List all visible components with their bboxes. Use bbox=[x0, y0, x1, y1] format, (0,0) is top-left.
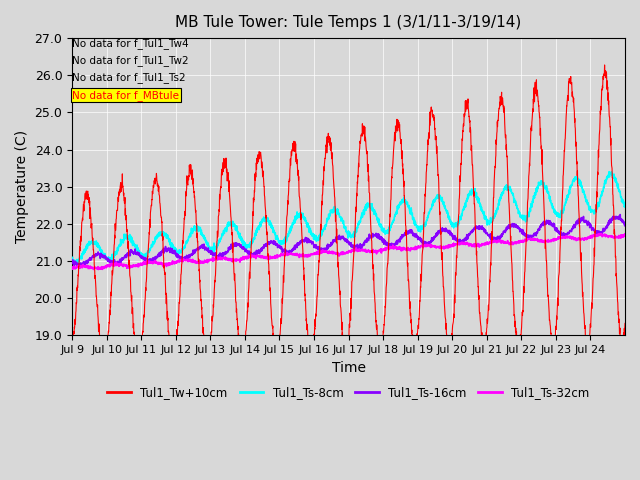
Text: No data for f_MBtule: No data for f_MBtule bbox=[72, 90, 179, 101]
Text: No data for f_Tul1_Tw4: No data for f_Tul1_Tw4 bbox=[72, 38, 189, 49]
Text: No data for f_Tul1_Ts2: No data for f_Tul1_Ts2 bbox=[72, 72, 186, 84]
Title: MB Tule Tower: Tule Temps 1 (3/1/11-3/19/14): MB Tule Tower: Tule Temps 1 (3/1/11-3/19… bbox=[175, 15, 522, 30]
X-axis label: Time: Time bbox=[332, 360, 365, 374]
Text: No data for f_Tul1_Tw2: No data for f_Tul1_Tw2 bbox=[72, 55, 189, 66]
Legend: Tul1_Tw+10cm, Tul1_Ts-8cm, Tul1_Ts-16cm, Tul1_Ts-32cm: Tul1_Tw+10cm, Tul1_Ts-8cm, Tul1_Ts-16cm,… bbox=[103, 381, 595, 404]
Y-axis label: Temperature (C): Temperature (C) bbox=[15, 130, 29, 243]
